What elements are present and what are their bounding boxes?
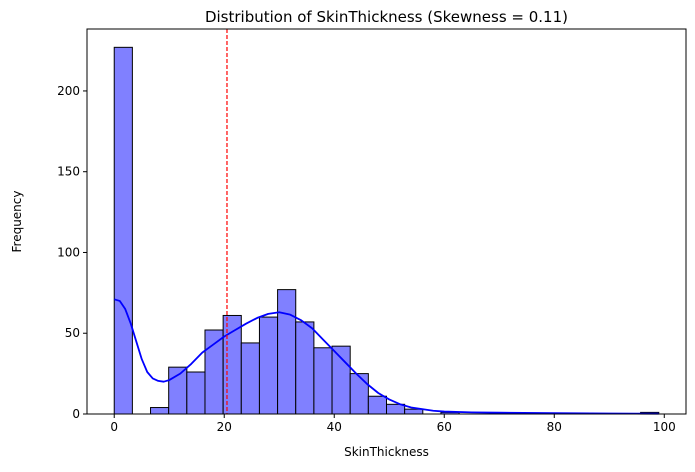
plot-frame [86,28,687,415]
kde-layer [113,298,659,415]
x-tick-label: 20 [217,420,232,434]
x-tick-label: 60 [437,420,452,434]
y-tick-label: 0 [72,407,80,421]
kde-curve [113,298,659,415]
histogram-bar [367,395,387,415]
y-tick-label: 100 [57,245,80,259]
histogram-bar [113,46,133,415]
histogram-bar [404,408,424,415]
y-axis-label: Frequency [10,191,24,253]
histogram-bar [331,345,351,415]
x-axis-label: SkinThickness [344,445,429,459]
histogram-bar [295,321,315,415]
x-tick-label: 100 [653,420,676,434]
histogram-bar [349,373,369,415]
histogram-bar [150,407,170,415]
chart-title: Distribution of SkinThickness (Skewness … [205,8,568,26]
histogram-bar [277,289,297,415]
histogram-bar [222,314,242,415]
bars-layer [113,46,660,415]
x-tick-label: 40 [327,420,342,434]
histogram-bar [386,403,406,415]
histogram-bar [240,342,260,415]
histogram-bar [258,316,279,415]
y-tick-label: 200 [57,84,80,98]
histogram-bar [204,329,224,415]
axes-layer: 0 20 40 60 80 100 0 50 100 150 200 [57,28,687,434]
histogram-bar [313,347,333,415]
x-tick-label: 0 [110,420,118,434]
y-tick-label: 50 [65,326,80,340]
histogram-bar [186,371,206,415]
x-tick-label: 80 [547,420,562,434]
y-tick-label: 150 [57,165,80,179]
